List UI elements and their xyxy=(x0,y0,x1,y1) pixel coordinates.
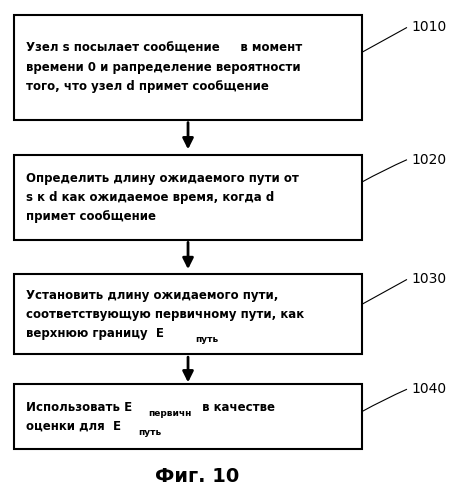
Text: Определить длину ожидаемого пути от: Определить длину ожидаемого пути от xyxy=(26,172,299,185)
Text: путь: путь xyxy=(138,428,161,437)
Text: Узел s посылает сообщение     в момент: Узел s посылает сообщение в момент xyxy=(26,42,302,55)
Text: 1010: 1010 xyxy=(412,20,447,34)
Text: в качестве: в качестве xyxy=(198,401,276,414)
Text: первичн: первичн xyxy=(149,409,192,418)
FancyBboxPatch shape xyxy=(14,274,362,354)
Text: соответствующую первичному пути, как: соответствующую первичному пути, как xyxy=(26,308,304,321)
Text: времени 0 и рапределение вероятности: времени 0 и рапределение вероятности xyxy=(26,61,301,74)
Text: оценки для  E: оценки для E xyxy=(26,420,121,433)
Text: s к d как ожидаемое время, когда d: s к d как ожидаемое время, когда d xyxy=(26,191,275,204)
Text: 1020: 1020 xyxy=(412,153,447,167)
FancyBboxPatch shape xyxy=(14,155,362,240)
Text: путь: путь xyxy=(195,335,218,344)
Text: верхнюю границу  E: верхнюю границу E xyxy=(26,327,164,340)
FancyBboxPatch shape xyxy=(14,15,362,120)
Text: примет сообщение: примет сообщение xyxy=(26,210,156,223)
Text: Фиг. 10: Фиг. 10 xyxy=(156,467,239,486)
Text: Использовать E: Использовать E xyxy=(26,401,132,414)
Text: того, что узел d примет сообщение: того, что узел d примет сообщение xyxy=(26,80,269,93)
Text: Установить длину ожидаемого пути,: Установить длину ожидаемого пути, xyxy=(26,289,278,302)
Text: 1040: 1040 xyxy=(412,382,447,396)
FancyBboxPatch shape xyxy=(14,384,362,449)
Text: 1030: 1030 xyxy=(412,272,447,286)
